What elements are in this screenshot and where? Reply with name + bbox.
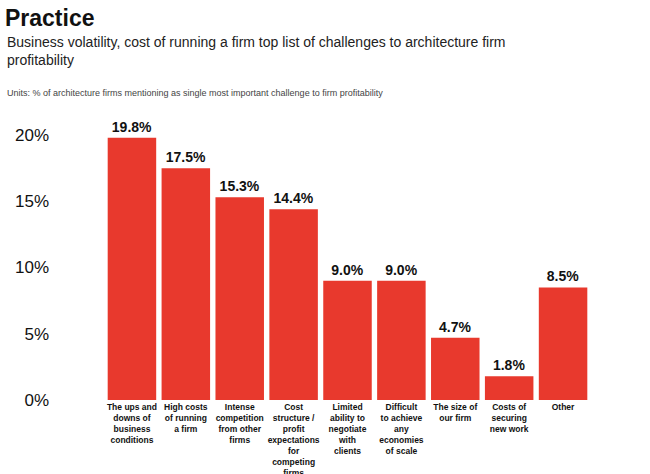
svg-text:14.4%: 14.4% [273, 190, 313, 206]
svg-text:20%: 20% [15, 126, 49, 145]
svg-text:Limitedability tonegotiatewith: Limitedability tonegotiatewithclients [329, 402, 367, 456]
svg-text:High costsof runninga firm: High costsof runninga firm [164, 402, 208, 434]
svg-text:19.8%: 19.8% [112, 119, 152, 135]
svg-text:Business volatility, cost of r: Business volatility, cost of running a f… [7, 34, 506, 68]
svg-text:9.0%: 9.0% [385, 262, 417, 278]
svg-text:Difficultto achieveanyeconomie: Difficultto achieveanyeconomiesof scale [379, 402, 424, 456]
svg-text:8.5%: 8.5% [547, 268, 579, 284]
svg-text:Intensecompetitionfrom otherfi: Intensecompetitionfrom otherfirms [216, 402, 264, 445]
svg-text:The ups anddowns ofbusinesscon: The ups anddowns ofbusinessconditions [107, 402, 157, 445]
svg-text:Units: % of architecture firms: Units: % of architecture firms mentionin… [7, 88, 383, 98]
svg-text:10%: 10% [15, 258, 49, 277]
svg-text:5%: 5% [24, 325, 49, 344]
svg-text:The size ofour firm: The size ofour firm [433, 402, 477, 423]
svg-text:15%: 15% [15, 192, 49, 211]
svg-text:Costs ofsecuringnew work: Costs ofsecuringnew work [490, 402, 529, 434]
svg-text:Coststructure /profitexpectati: Coststructure /profitexpectationsforcomp… [268, 402, 320, 474]
svg-text:4.7%: 4.7% [439, 319, 471, 335]
svg-text:15.3%: 15.3% [220, 178, 260, 194]
svg-text:Practice: Practice [5, 5, 95, 31]
svg-text:1.8%: 1.8% [493, 357, 525, 373]
svg-text:Other: Other [552, 402, 575, 412]
svg-text:9.0%: 9.0% [331, 262, 363, 278]
svg-text:17.5%: 17.5% [166, 149, 206, 165]
svg-text:0%: 0% [24, 391, 49, 410]
